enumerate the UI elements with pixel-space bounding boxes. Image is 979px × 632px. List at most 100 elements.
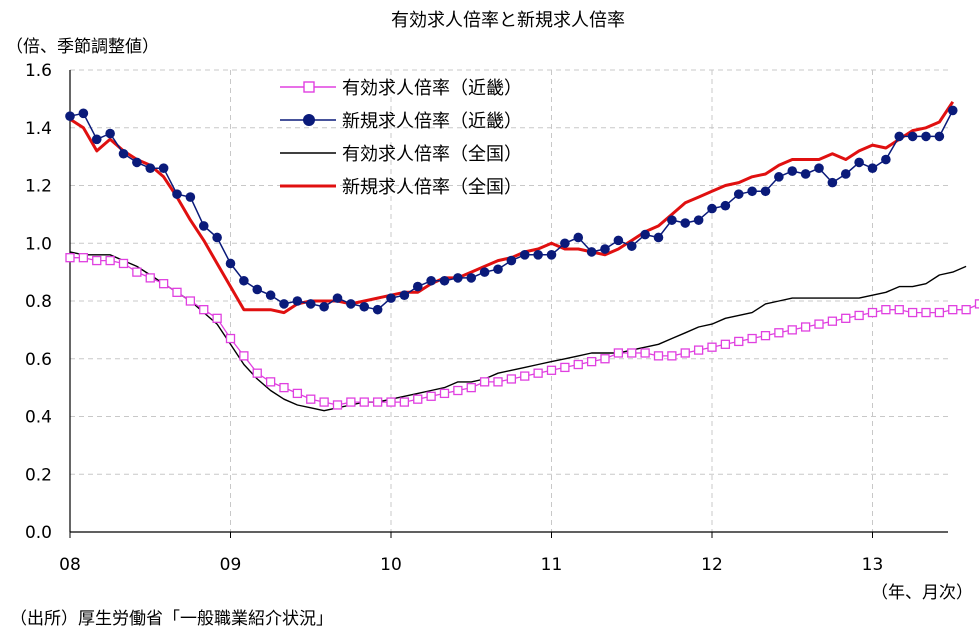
x-axis-label: （年、月次） — [871, 583, 973, 603]
data-point — [466, 273, 477, 283]
series-3 — [69, 100, 955, 315]
data-point — [934, 307, 945, 318]
data-point — [653, 232, 664, 243]
data-point — [747, 333, 757, 344]
data-point — [132, 267, 142, 277]
y-axis-label: （倍、季節調整値） — [6, 37, 159, 57]
data-point — [881, 154, 891, 165]
data-point — [921, 307, 931, 318]
data-point — [306, 394, 316, 404]
data-point — [265, 290, 276, 301]
data-point — [145, 163, 156, 173]
data-point — [185, 192, 196, 202]
data-point — [600, 244, 610, 254]
data-point — [867, 163, 878, 173]
legend: 有効求人倍率（近畿） 新規求人倍率（近畿） 有効求人倍率（全国） 新規求人倍率（全国） — [280, 78, 522, 198]
data-point — [600, 354, 610, 364]
legend-label: 有効求人倍率（全国） — [342, 144, 522, 165]
data-point — [921, 131, 931, 142]
data-point — [947, 105, 958, 116]
data-point — [252, 368, 262, 378]
data-point — [774, 328, 784, 338]
data-point — [573, 359, 583, 370]
data-point — [693, 345, 704, 355]
data-point — [519, 250, 530, 260]
y-tick-label: 0.0 — [25, 523, 52, 543]
data-point — [359, 301, 370, 312]
data-point — [292, 388, 303, 399]
data-point — [346, 397, 356, 407]
data-point — [319, 301, 329, 312]
data-point — [894, 305, 904, 315]
legend-item: 有効求人倍率（近畿） — [280, 78, 522, 99]
data-point — [212, 313, 222, 323]
x-tick-label: 08 — [59, 555, 81, 575]
data-point — [332, 400, 343, 410]
data-point — [453, 273, 463, 283]
data-point — [733, 189, 744, 199]
data-point — [787, 325, 797, 335]
series-2 — [69, 251, 967, 412]
y-tick-label: 0.4 — [25, 408, 52, 428]
x-tick-label: 12 — [701, 555, 723, 575]
x-tick-label: 13 — [862, 555, 884, 575]
data-point — [305, 299, 316, 309]
data-point — [586, 356, 597, 367]
x-tick-label: 11 — [541, 555, 563, 575]
legend-item: 新規求人倍率（近畿） — [280, 111, 522, 132]
data-point — [827, 316, 838, 326]
data-point — [265, 377, 276, 387]
series-line — [69, 100, 955, 315]
data-point — [907, 131, 918, 142]
data-point — [92, 255, 102, 266]
data-point — [626, 241, 637, 251]
data-point — [319, 397, 329, 407]
y-tick-label: 1.0 — [25, 234, 52, 254]
chart-title: 有効求人倍率と新規求人倍率 — [391, 10, 625, 31]
data-point — [132, 157, 142, 168]
series-1 — [65, 105, 958, 315]
series-line — [69, 110, 954, 311]
data-point — [386, 293, 396, 303]
data-point — [881, 305, 891, 315]
data-point — [399, 397, 410, 407]
gridlines — [70, 69, 948, 532]
legend-item: 有効求人倍率（全国） — [280, 144, 522, 165]
data-point — [172, 189, 182, 199]
y-tick-label: 0.6 — [25, 350, 52, 370]
data-point — [212, 232, 222, 243]
data-point — [627, 348, 637, 358]
data-point — [399, 290, 410, 301]
data-point — [520, 371, 530, 381]
data-point — [439, 275, 450, 286]
data-point — [252, 284, 263, 295]
data-point — [359, 397, 369, 407]
data-point — [747, 186, 757, 197]
data-point — [118, 258, 129, 269]
data-point — [506, 374, 517, 384]
data-point — [466, 382, 476, 393]
x-tick-label: 10 — [380, 555, 402, 575]
data-point — [800, 322, 811, 332]
data-point — [185, 296, 196, 306]
data-point — [118, 148, 129, 159]
data-point — [439, 388, 450, 399]
data-point — [613, 235, 624, 246]
data-point — [332, 293, 343, 303]
data-point — [680, 218, 691, 228]
legend-swatch-marker — [303, 81, 315, 93]
series-line — [69, 251, 967, 412]
data-point — [386, 397, 396, 407]
y-tick-label: 1.2 — [25, 177, 52, 197]
data-point — [867, 307, 878, 318]
data-point — [372, 397, 383, 407]
legend-label: 有効求人倍率（近畿） — [342, 78, 522, 99]
data-point — [546, 365, 557, 375]
data-point — [961, 305, 971, 315]
data-point — [479, 377, 490, 387]
data-point — [948, 305, 958, 315]
data-point — [506, 255, 517, 266]
y-tick-label: 0.2 — [25, 465, 52, 485]
data-point — [560, 362, 570, 373]
